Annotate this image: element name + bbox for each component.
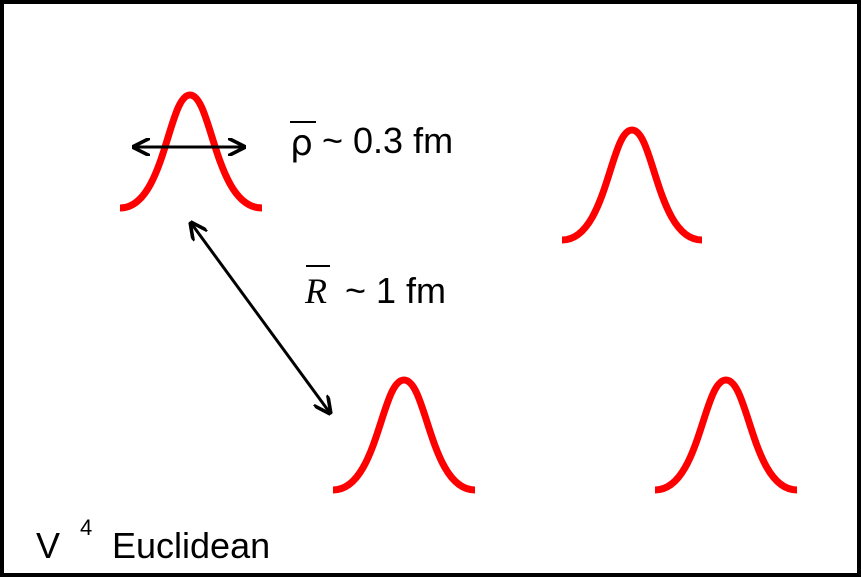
space-exponent: 4 (80, 515, 92, 540)
instanton-peak (561, 126, 703, 244)
instanton-peak (332, 376, 476, 494)
instanton-peak (654, 376, 798, 494)
distance-symbol: R (304, 271, 327, 311)
rho-symbol: ρ (290, 123, 313, 164)
space-label: Euclidean (112, 525, 270, 566)
space-symbol: V (36, 525, 60, 566)
distance-label: ~ 1 fm (345, 270, 446, 311)
rho-label: ~ 0.3 fm (322, 120, 453, 161)
distance-arrow (191, 223, 330, 413)
instanton-peak (119, 91, 263, 212)
